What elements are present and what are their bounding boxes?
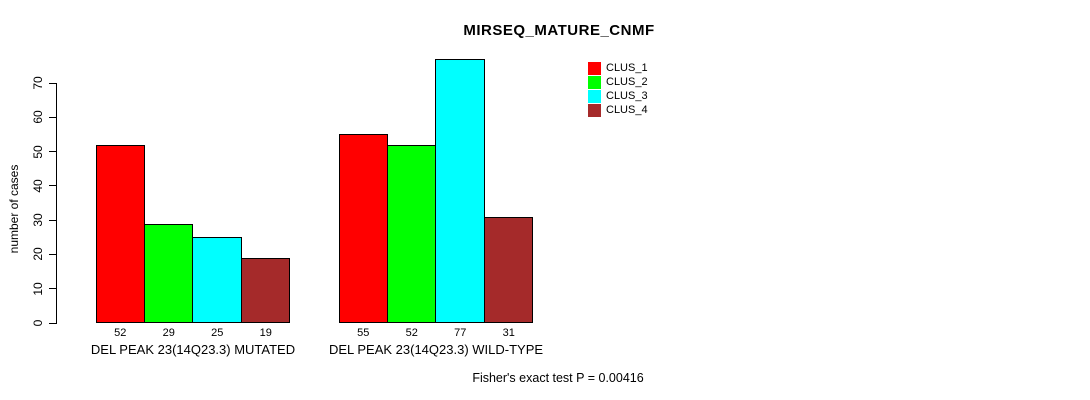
bar-clus_1-group1 xyxy=(96,144,145,323)
legend-label: CLUS_3 xyxy=(606,90,648,102)
bar-clus_1-group2 xyxy=(339,134,388,323)
legend-row: CLUS_2 xyxy=(588,75,648,89)
y-tick-mark xyxy=(49,151,56,153)
legend-label: CLUS_4 xyxy=(606,104,648,116)
y-tick-label: 60 xyxy=(31,110,45,124)
bar-value-label: 29 xyxy=(162,327,175,339)
y-tick-mark xyxy=(49,116,56,118)
y-tick-mark xyxy=(49,322,56,324)
y-tick-mark xyxy=(49,219,56,221)
legend: CLUS_1 CLUS_2 CLUS_3 CLUS_4 xyxy=(588,61,648,117)
y-axis-label: number of cases xyxy=(7,164,21,254)
bar-value-label: 77 xyxy=(454,327,467,339)
y-tick-label: 0 xyxy=(31,319,45,327)
y-tick-mark xyxy=(49,253,56,255)
y-axis-line xyxy=(56,83,57,324)
group-label: DEL PEAK 23(14Q23.3) WILD-TYPE xyxy=(328,341,544,357)
bar-value-label: 19 xyxy=(259,327,272,339)
bar-value-label: 25 xyxy=(211,327,224,339)
bar-value-label: 55 xyxy=(357,327,370,339)
chart-title: MIRSEQ_MATURE_CNMF xyxy=(463,22,655,39)
bar-clus_3-group2 xyxy=(435,59,485,323)
bar-clus_2-group1 xyxy=(143,223,193,323)
legend-label: CLUS_1 xyxy=(606,62,648,74)
legend-swatch-icon xyxy=(588,61,601,75)
y-tick-label: 20 xyxy=(31,247,45,262)
bar-clus_4-group2 xyxy=(483,216,533,323)
y-tick-mark xyxy=(49,288,56,290)
legend-swatch-icon xyxy=(588,103,601,117)
bar-value-label: 52 xyxy=(405,327,418,339)
legend-label: CLUS_2 xyxy=(606,76,648,88)
bar-value-label: 31 xyxy=(502,327,515,339)
bar-clus_3-group1 xyxy=(192,237,242,323)
legend-swatch-icon xyxy=(588,89,601,103)
y-tick-label: 10 xyxy=(31,282,45,296)
legend-row: CLUS_4 xyxy=(588,103,648,117)
y-tick-label: 30 xyxy=(31,213,45,227)
y-tick-label: 70 xyxy=(31,76,45,90)
y-tick-label: 50 xyxy=(31,144,45,159)
legend-swatch-icon xyxy=(588,75,601,89)
bar-clus_4-group1 xyxy=(240,257,290,323)
fisher-test-annotation: Fisher's exact test P = 0.00416 xyxy=(472,371,644,385)
bar-clus_2-group2 xyxy=(386,144,436,323)
legend-row: CLUS_1 xyxy=(588,61,648,75)
group-label: DEL PEAK 23(14Q23.3) MUTATED xyxy=(90,341,296,357)
y-tick-mark xyxy=(49,185,56,187)
y-tick-mark xyxy=(49,82,56,84)
bar-value-label: 52 xyxy=(114,327,127,339)
y-tick-label: 40 xyxy=(31,179,45,193)
legend-row: CLUS_3 xyxy=(588,89,648,103)
